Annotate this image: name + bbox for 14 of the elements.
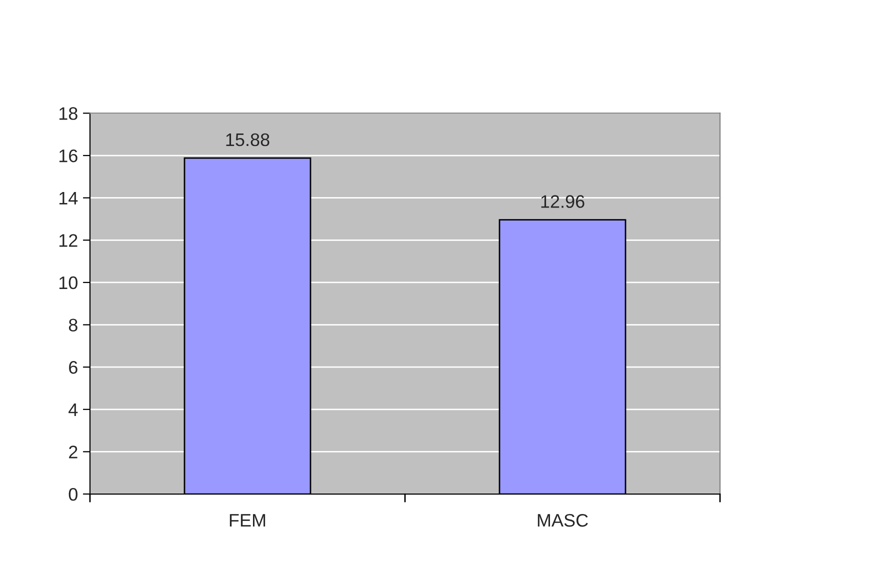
y-tick-label: 16 <box>59 149 78 162</box>
y-tick-label: 18 <box>59 107 78 120</box>
x-tick-label: MASC <box>538 514 588 527</box>
data-label: 15.88 <box>226 133 270 146</box>
y-tick-label: 2 <box>69 446 78 458</box>
y-tick-label: 12 <box>59 234 78 247</box>
y-tick-label: 0 <box>68 488 78 501</box>
y-tick-label: 10 <box>59 276 78 290</box>
x-tick-label: FEM <box>230 514 266 527</box>
y-tick-label: 6 <box>69 361 78 374</box>
data-label: 12.96 <box>541 195 584 208</box>
y-tick-label: 14 <box>59 192 78 204</box>
y-tick-label: 4 <box>68 404 78 416</box>
y-tick-label: 8 <box>68 318 78 332</box>
